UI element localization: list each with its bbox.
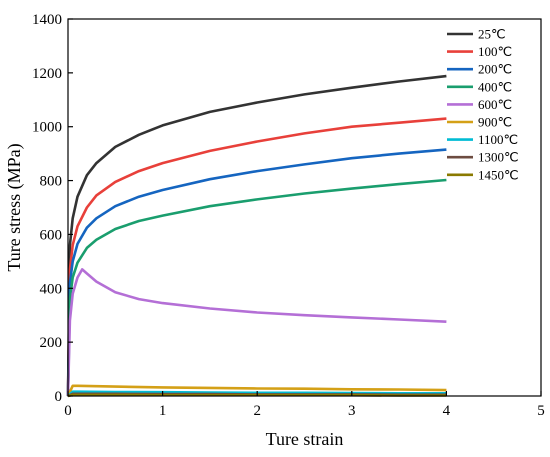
- legend-label: 1450℃: [478, 167, 519, 182]
- series-layer: [66, 74, 447, 398]
- legend: 25℃ 100℃ 200℃ 400℃ 600℃ 900℃ 1100℃ 1300℃ 1450℃: [447, 27, 519, 182]
- y-tick-label: 400: [40, 281, 63, 297]
- y-tick-label: 200: [40, 335, 63, 351]
- series-line-0: [66, 74, 447, 397]
- x-tick-label: 3: [348, 403, 356, 419]
- legend-label: 1100℃: [478, 132, 518, 147]
- y-tick-label: 1200: [32, 66, 62, 82]
- y-tick-label: 1400: [32, 12, 62, 28]
- y-tick-label: 1000: [32, 120, 62, 136]
- legend-label: 900℃: [478, 115, 512, 130]
- series-line-3: [66, 178, 447, 397]
- x-tick-label: 4: [443, 403, 451, 419]
- y-tick-label: 600: [40, 227, 63, 243]
- x-tick-label: 5: [537, 403, 545, 419]
- legend-label: 100℃: [478, 44, 512, 59]
- legend-label: 400℃: [478, 79, 512, 94]
- y-tick-label: 0: [55, 389, 63, 405]
- series-line-5: [66, 384, 447, 397]
- legend-label: 200℃: [478, 62, 512, 77]
- plot-frame: [67, 18, 542, 397]
- series-line-4: [66, 268, 447, 397]
- y-tick-label: 800: [40, 174, 63, 190]
- x-axis-title: Ture strain: [266, 429, 344, 449]
- series-line-8: [67, 393, 447, 398]
- legend-label: 25℃: [478, 27, 506, 42]
- x-tick-label: 0: [64, 403, 72, 419]
- x-tick-label: 1: [159, 403, 167, 419]
- y-axis-title: Ture stress (MPa): [4, 143, 25, 271]
- x-tick-label: 2: [253, 403, 261, 419]
- series-line-1: [66, 117, 447, 397]
- ticks-layer: 0 1 2 3 4 5 0 200 400 600 800 1000 1200 1400: [32, 12, 545, 419]
- series-line-6: [67, 390, 447, 397]
- series-line-2: [66, 148, 447, 397]
- legend-label: 1300℃: [478, 150, 519, 165]
- legend-label: 600℃: [478, 97, 512, 112]
